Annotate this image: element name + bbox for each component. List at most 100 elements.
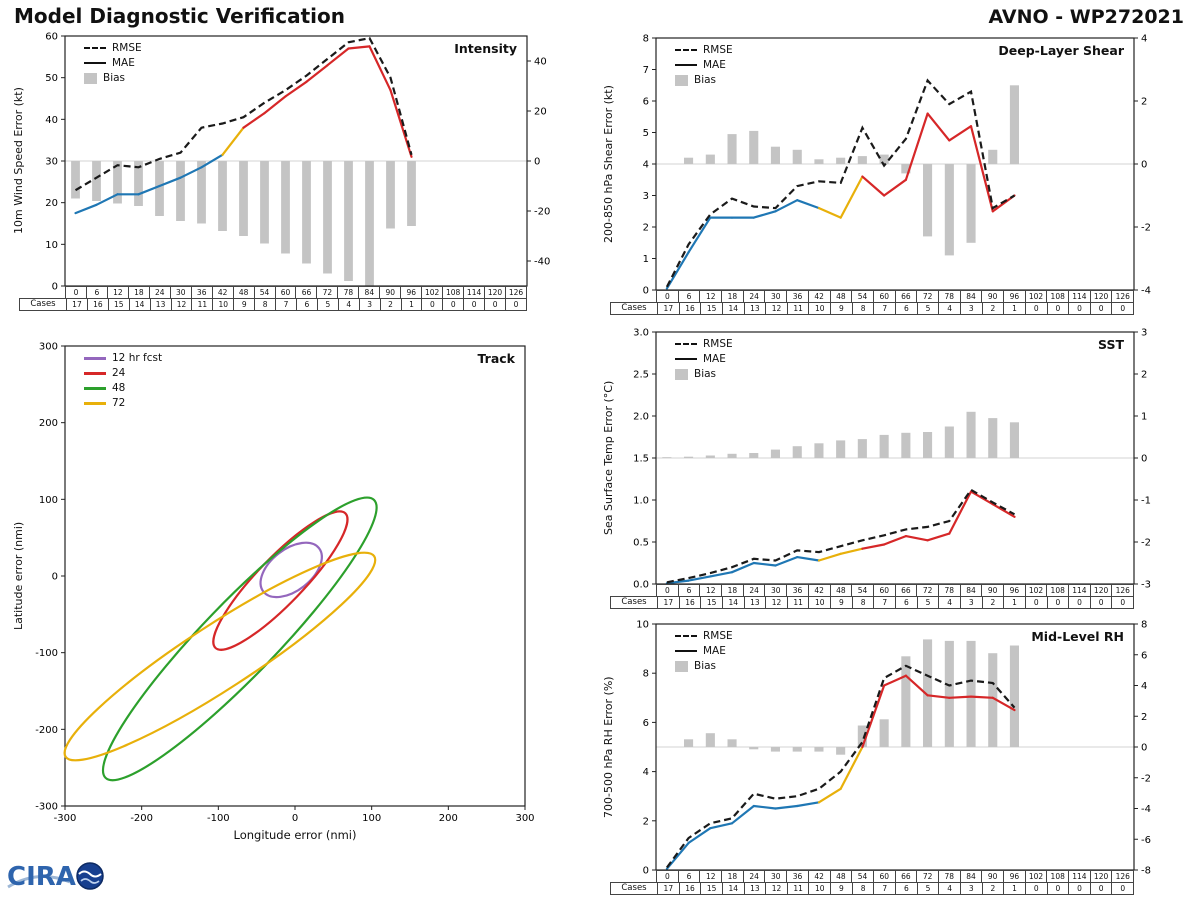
y-tick-label: 0 bbox=[643, 866, 649, 877]
x-tick-label: 300 bbox=[515, 813, 534, 824]
legend-label: Bias bbox=[694, 368, 717, 380]
cases-cell: 6 bbox=[295, 299, 317, 310]
hour-cell: 102 bbox=[1024, 871, 1047, 882]
bias-bar bbox=[857, 156, 867, 164]
bias-bar bbox=[1009, 85, 1019, 165]
mae-line bbox=[74, 45, 413, 215]
hour-cell: 126 bbox=[505, 287, 526, 298]
mae-segment bbox=[948, 490, 973, 535]
mae-segment bbox=[991, 696, 1016, 712]
mae-segment bbox=[74, 203, 98, 215]
hour-cell: 6 bbox=[677, 585, 700, 596]
track-panel: -300 -300 -200 -200 -100 -100 0 0 100 100 200 200 30… bbox=[8, 330, 560, 890]
mae-segment bbox=[752, 561, 777, 567]
cases-cell: 6 bbox=[895, 597, 917, 608]
hour-cell: 12 bbox=[699, 871, 721, 882]
y-tick-label: 40 bbox=[45, 115, 58, 126]
hour-cell: 42 bbox=[211, 287, 233, 298]
rmse-legend-swatch bbox=[675, 635, 697, 637]
hour-cell: 96 bbox=[1003, 871, 1025, 882]
cases-cell: 12 bbox=[170, 299, 192, 310]
bias-bar bbox=[944, 640, 954, 747]
mae-segment bbox=[709, 571, 734, 578]
y-tick-label: 60 bbox=[45, 32, 58, 43]
cases-cell: 0 bbox=[1024, 597, 1047, 608]
cases-cell: 3 bbox=[358, 299, 380, 310]
y2-tick-label: 3 bbox=[1141, 328, 1147, 339]
hour-cell: 60 bbox=[872, 871, 895, 882]
mae-segment bbox=[904, 112, 929, 181]
bias-bar bbox=[344, 161, 353, 281]
hour-cell: 90 bbox=[379, 287, 400, 298]
bias-bar bbox=[727, 134, 737, 164]
bias-bar bbox=[792, 747, 802, 752]
bias-bar bbox=[923, 164, 933, 237]
hour-cell: 102 bbox=[1024, 291, 1047, 302]
sst-y-axis-label: Sea Surface Temp Error (°C) bbox=[602, 380, 615, 536]
hour-cell: 84 bbox=[959, 871, 982, 882]
hour-cell: 60 bbox=[872, 585, 895, 596]
cases-cell: 13 bbox=[149, 299, 171, 310]
mae-segment bbox=[883, 535, 907, 546]
mae-segment bbox=[969, 490, 994, 506]
y-tick-label: 2.5 bbox=[633, 370, 649, 381]
cases-cell: 12 bbox=[765, 883, 787, 894]
intensity-panel: 0 10 20 30 40 50 60 -40 -20 0 20 40 10m Wind Speed E… bbox=[8, 28, 560, 320]
cases-row: Cases 17 16 15 14 13 12 11 10 9 8 7 6 5 4 3 2 1 0 0 0 0 0 bbox=[610, 596, 1134, 609]
cases-cell: 17 bbox=[657, 597, 679, 608]
bias-bar bbox=[923, 432, 933, 458]
hour-cell: 102 bbox=[421, 287, 442, 298]
mae-segment bbox=[796, 199, 821, 210]
y2-tick-label: -4 bbox=[1141, 286, 1151, 297]
y2-tick-label: -20 bbox=[534, 207, 550, 218]
cases-cell: 7 bbox=[873, 883, 895, 894]
legend-entry: Bias bbox=[84, 72, 142, 84]
bias-bar bbox=[814, 747, 824, 752]
hour-cell: 84 bbox=[959, 585, 982, 596]
cases-cell: 11 bbox=[786, 597, 809, 608]
hour-cell: 126 bbox=[1111, 291, 1133, 302]
hour-cell: 126 bbox=[1111, 585, 1133, 596]
hour-cell: 18 bbox=[127, 287, 149, 298]
hour-cell: 54 bbox=[851, 585, 873, 596]
hour-cell: 90 bbox=[981, 585, 1003, 596]
cases-cell: 7 bbox=[275, 299, 296, 310]
mae-segment bbox=[817, 787, 842, 804]
mae-segment bbox=[179, 166, 203, 179]
rh-panel-title: Mid-Level RH bbox=[1031, 629, 1124, 644]
hour-cell: 24 bbox=[148, 287, 170, 298]
mae-segment bbox=[926, 532, 951, 542]
mae-segment bbox=[752, 804, 777, 810]
cases-cell: 2 bbox=[981, 597, 1004, 608]
shear-legend: RMSE MAE Bias bbox=[670, 42, 738, 88]
y-tick-label: 0 bbox=[643, 286, 649, 297]
mae-segment bbox=[883, 178, 907, 197]
y2-tick-label: 8 bbox=[1141, 620, 1147, 631]
cases-cell: 8 bbox=[851, 883, 874, 894]
bias-bar bbox=[239, 161, 248, 236]
cases-row: Cases 17 16 15 14 13 12 11 10 9 8 7 6 5 4 3 2 1 0 0 0 0 0 bbox=[610, 882, 1134, 895]
legend-label: 48 bbox=[112, 382, 126, 394]
rmse-legend-swatch bbox=[84, 47, 106, 49]
legend-entry: RMSE bbox=[84, 42, 142, 54]
hour-cell: 36 bbox=[786, 291, 808, 302]
y2-tick-label: 2 bbox=[1141, 97, 1147, 108]
ellipse-legend-swatch bbox=[84, 356, 106, 360]
mae-segment bbox=[948, 695, 973, 699]
hour-cell: 30 bbox=[764, 871, 786, 882]
bias-bar bbox=[857, 725, 867, 747]
bias-bar bbox=[901, 656, 911, 747]
rmse-line bbox=[74, 36, 413, 192]
cases-row: Cases 17 16 15 14 13 12 11 10 9 8 7 6 5 4 3 2 1 0 0 0 0 0 bbox=[19, 298, 527, 311]
mae-line bbox=[665, 674, 1016, 870]
intensity-y-axis-label: 10m Wind Speed Error (kt) bbox=[12, 87, 25, 235]
legend-label: 12 hr fcst bbox=[112, 352, 163, 364]
cases-cell: 1 bbox=[1003, 303, 1025, 314]
cases-cell: 0 bbox=[1024, 303, 1047, 314]
hour-cell: 0 bbox=[73, 288, 79, 297]
y-tick-label: 30 bbox=[45, 157, 58, 168]
cases-cell: 14 bbox=[128, 299, 150, 310]
mae-segment bbox=[200, 153, 224, 169]
mae-segment bbox=[665, 841, 690, 870]
cira-logo-svg: CIRA bbox=[7, 862, 104, 892]
